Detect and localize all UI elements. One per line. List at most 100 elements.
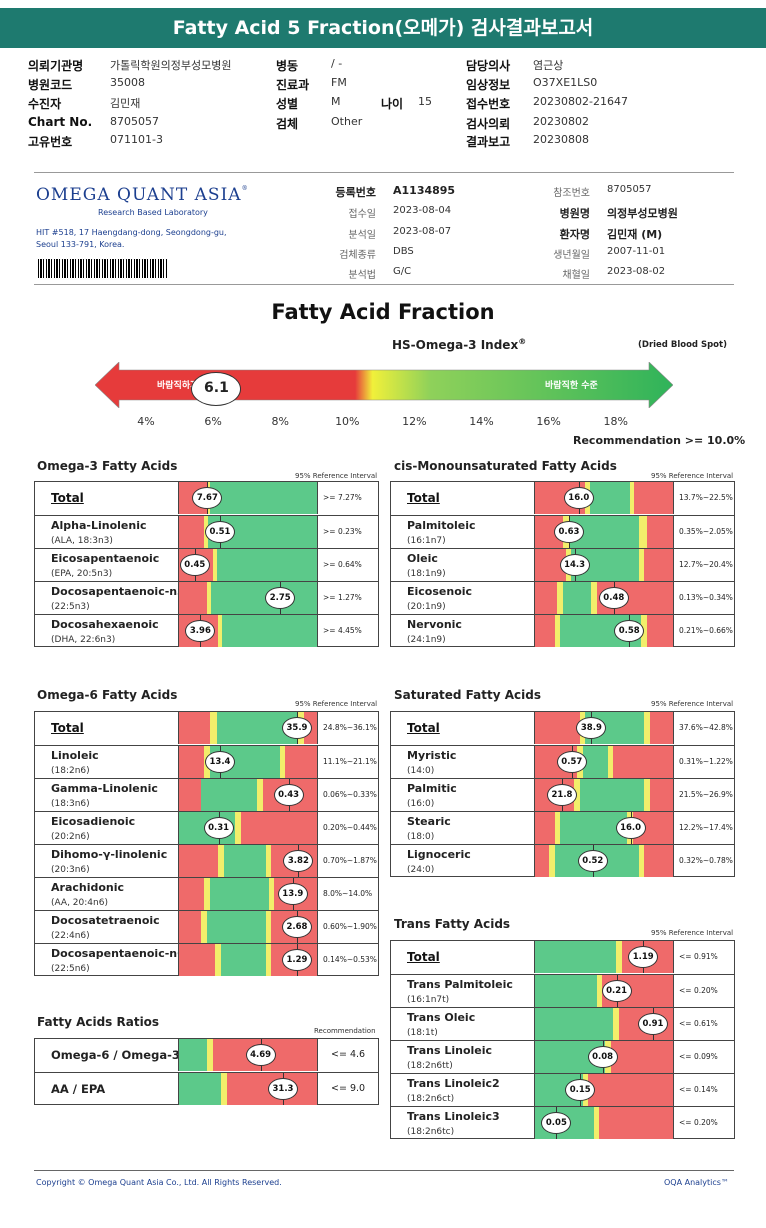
- bar-segment: [257, 779, 264, 811]
- reference-bar: [534, 746, 674, 778]
- reference-interval-header: 95% Reference Interval: [295, 472, 378, 480]
- reference-interval-header: 95% Reference Interval: [295, 700, 378, 708]
- bar-segment: [593, 1107, 600, 1139]
- header-value: O37XE1LS0: [533, 76, 598, 89]
- value-marker: 2.75: [265, 582, 296, 614]
- bar-segment: [179, 911, 202, 943]
- lab-address-line2: Seoul 133-791, Korea.: [36, 240, 125, 249]
- header-value: 15: [418, 95, 432, 108]
- header-label: 의뢰기관명: [28, 59, 84, 73]
- bar-segment: [647, 516, 673, 548]
- table-row: Total 16.0 13.7%~22.5%: [391, 482, 734, 515]
- reference-range: 0.60%~1.90%: [323, 922, 377, 931]
- bar-segment: [634, 482, 673, 514]
- meta-value: 2023-08-07: [393, 226, 452, 237]
- table-row: Arachidonic (AA, 20:4n6) 13.9 8.0%~14.0%: [35, 877, 378, 910]
- bar-segment: [221, 1073, 228, 1105]
- gauge-tick-label: 8%: [271, 415, 289, 428]
- table-row: Lignoceric (24:0) 0.52 0.32%~0.78%: [391, 844, 734, 877]
- table-omega3: Total 7.67 >= 7.27% Alpha-Linolenic (ALA, 18…: [34, 481, 379, 647]
- bar-segment: [279, 746, 286, 778]
- table-row: Docosatetraenoic (22:4n6) 2.68 0.60%~1.90%: [35, 910, 378, 943]
- meta-value: 8705057: [607, 184, 652, 195]
- row-label: Docosapentaenoic-n3: [51, 585, 185, 598]
- row-label: Lignoceric: [407, 848, 471, 861]
- row-label: Palmitic: [407, 782, 457, 795]
- meta-value: 2023-08-02: [607, 266, 666, 277]
- row-label: Nervonic: [407, 618, 462, 631]
- value-marker: 0.91: [638, 1008, 668, 1040]
- value-marker: 0.52: [577, 845, 608, 877]
- bar-segment: [268, 878, 275, 910]
- bar-segment: [613, 746, 673, 778]
- reference-range: 11.1%~21.1%: [323, 757, 377, 766]
- value-marker: 0.48: [598, 582, 629, 614]
- table-row: Dihomo-γ-linolenic (20:3n6) 3.82 0.70%~1.87…: [35, 844, 378, 877]
- header-value: 35008: [110, 76, 145, 89]
- value-marker: 0.63: [554, 516, 584, 548]
- meta-label: 등록번호: [335, 186, 376, 199]
- row-label: Trans Linoleic: [407, 1044, 493, 1057]
- table-row: Eicosapentaenoic (EPA, 20:5n3) 0.45 >= 0.64…: [35, 548, 378, 581]
- row-label: Trans Palmitoleic: [407, 978, 513, 991]
- bar-segment: [641, 615, 648, 647]
- header-value: FM: [331, 76, 347, 89]
- header-label: 병동: [276, 59, 299, 73]
- table-monounsat: Total 16.0 13.7%~22.5% Palmitoleic (16:1n7) 0…: [390, 481, 735, 647]
- reference-range: >= 0.64%: [323, 560, 362, 569]
- table-row: Trans Linoleic (18:2n6tt) 0.08 <= 0.09%: [391, 1040, 734, 1073]
- bar-segment: [207, 1039, 214, 1071]
- reference-range: 0.20%~0.44%: [323, 823, 377, 832]
- header-value: 염근상: [533, 59, 564, 72]
- reference-range: <= 9.0: [331, 1083, 366, 1094]
- header-value: 20230808: [533, 133, 589, 146]
- table-row: Total 1.19 <= 0.91%: [391, 941, 734, 974]
- table-row: Gamma-Linolenic (18:3n6) 0.43 0.06%~0.33%: [35, 778, 378, 811]
- index-title: HS-Omega-3 Index®: [392, 337, 526, 352]
- gauge-tick-label: 14%: [469, 415, 494, 428]
- bar-segment: [209, 712, 218, 744]
- bar-segment: [240, 812, 317, 844]
- omega3-index-gauge: [95, 362, 673, 408]
- row-label: Trans Linoleic2: [407, 1077, 500, 1090]
- value-marker: 1.29: [282, 944, 312, 976]
- divider: [34, 172, 734, 173]
- row-label: Palmitoleic: [407, 519, 476, 532]
- table-row: Oleic (18:1n9) 14.3 12.7%~20.4%: [391, 548, 734, 581]
- reference-bar: [534, 482, 674, 514]
- row-label: Eicosadienoic: [51, 815, 136, 828]
- bar-segment: [596, 975, 603, 1007]
- header-label: 접수번호: [466, 97, 511, 111]
- bar-segment: [535, 712, 581, 744]
- reference-range: <= 0.91%: [679, 952, 718, 961]
- row-sublabel: (22:4n6): [51, 931, 90, 941]
- bar-segment: [218, 615, 223, 647]
- bar-segment: [589, 482, 631, 514]
- value-marker: 2.68: [282, 911, 312, 943]
- value-marker: 16.0: [615, 812, 646, 844]
- row-sublabel: (20:3n6): [51, 865, 90, 875]
- row-sublabel: (24:0): [407, 865, 435, 875]
- bar-segment: [179, 845, 219, 877]
- header-label: 병원코드: [28, 78, 73, 92]
- table-row: AA / EPA 31.3 <= 9.0: [35, 1072, 378, 1105]
- bar-segment: [535, 975, 598, 1007]
- bar-segment: [638, 516, 648, 548]
- reference-bar: [534, 1074, 674, 1106]
- row-label: Docosatetraenoic: [51, 914, 160, 927]
- value-marker: 38.9: [576, 712, 607, 744]
- gauge-tick-label: 12%: [402, 415, 427, 428]
- table-row: Total 35.9 24.8%~36.1%: [35, 712, 378, 745]
- sample-type-note: (Dried Blood Spot): [638, 340, 727, 350]
- reference-range: 0.31%~1.22%: [679, 757, 733, 766]
- bar-segment: [579, 779, 645, 811]
- reference-interval-header: 95% Reference Interval: [651, 700, 734, 708]
- lab-address-line1: HIT #518, 17 Haengdang-dong, Seongdong-g…: [36, 228, 227, 237]
- table-row: Trans Palmitoleic (16:1n7t) 0.21 <= 0.20%: [391, 974, 734, 1007]
- lab-logo: OMEGA QUANT ASIA®: [36, 185, 249, 205]
- reference-range: <= 0.20%: [679, 1118, 718, 1127]
- row-label: Myristic: [407, 749, 457, 762]
- registered-mark: ®: [518, 337, 527, 346]
- copyright: Copyright © Omega Quant Asia Co., Ltd. A…: [36, 1178, 282, 1187]
- bar-segment: [535, 615, 556, 647]
